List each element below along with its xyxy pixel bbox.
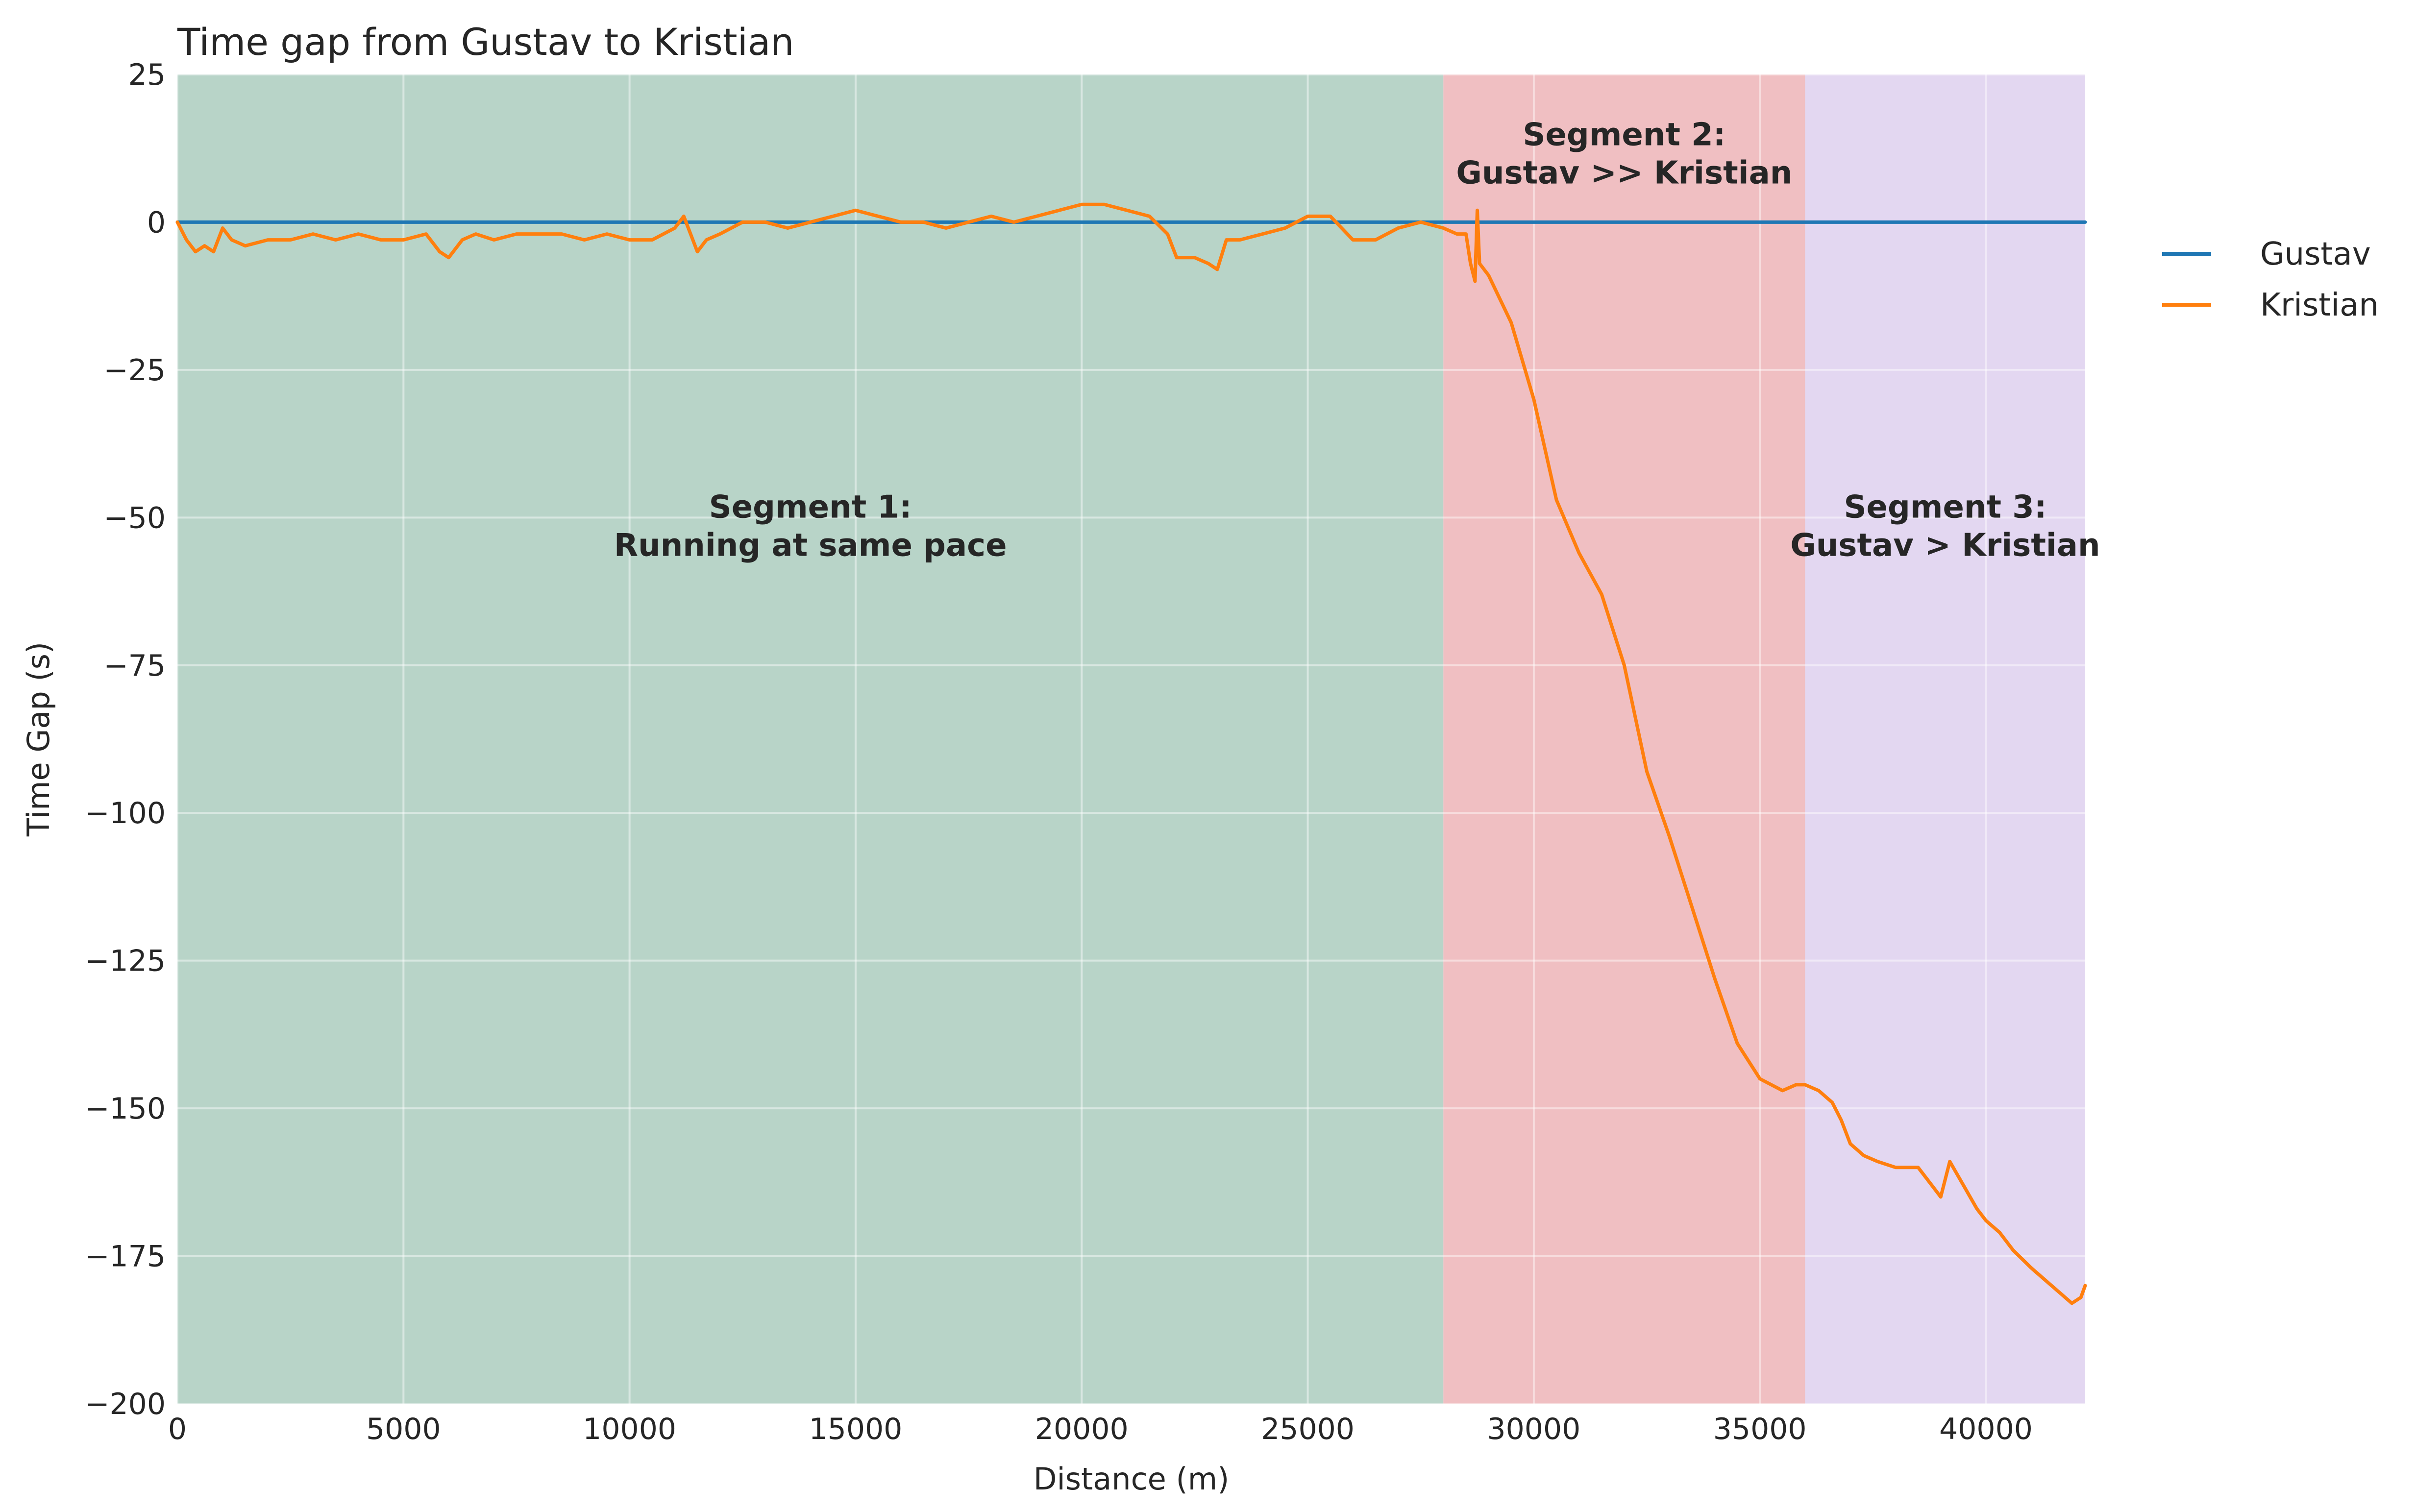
y-tick-label: −125 (85, 944, 166, 978)
x-tick-label: 5000 (366, 1412, 441, 1446)
segment-bands (177, 74, 2085, 1404)
x-tick-label: 25000 (1261, 1412, 1355, 1446)
segment-label-2-line-2: Gustav >> Kristian (1456, 155, 1792, 192)
y-tick-label: −150 (85, 1092, 166, 1126)
y-tick-label: 0 (147, 205, 166, 240)
y-tick-label: −175 (85, 1240, 166, 1274)
series-line-kristian (175, 202, 2087, 1305)
segment-labels: Segment 1:Running at same pace Segment 2:… (614, 117, 2100, 564)
legend-label-gustav: Gustav (2260, 236, 2371, 272)
x-tick-label: 40000 (1939, 1412, 2033, 1446)
segment-band-3 (1805, 74, 2085, 1404)
chart-title: Time gap from Gustav to Kristian (177, 20, 794, 64)
segment-label-1-line-2: Running at same pace (614, 527, 1007, 563)
x-tick-label: 20000 (1035, 1412, 1129, 1446)
x-tick-label: 30000 (1487, 1412, 1580, 1446)
x-axis-label: Distance (m) (1034, 1461, 1230, 1497)
axis-ticks: 0 5000 10000 15000 20000 25000 30000 35000 40000… (85, 58, 2033, 1446)
segment-label-3-line-1: Segment 3: (1844, 489, 2046, 525)
x-tick-label: 10000 (583, 1412, 676, 1446)
y-tick-label: −100 (85, 796, 166, 830)
segment-band-2 (1443, 74, 1805, 1404)
segment-band-1 (177, 74, 1444, 1404)
segment-label-1-line-1: Segment 1: (709, 489, 912, 525)
y-tick-label: 25 (128, 58, 166, 92)
legend: Gustav Kristian (2162, 236, 2379, 323)
y-tick-label: −200 (85, 1387, 166, 1421)
x-tick-label: 35000 (1713, 1412, 1807, 1446)
y-axis-label: Time Gap (s) (21, 642, 56, 837)
x-tick-label: 0 (168, 1412, 187, 1446)
y-tick-label: −75 (103, 649, 166, 683)
segment-label-3-line-2: Gustav > Kristian (1790, 527, 2100, 563)
x-tick-label: 15000 (809, 1412, 902, 1446)
y-tick-label: −50 (103, 501, 166, 535)
y-tick-label: −25 (103, 353, 166, 388)
segment-label-2-line-1: Segment 2: (1523, 117, 1725, 153)
legend-label-kristian: Kristian (2260, 287, 2379, 323)
series-lines (175, 202, 2087, 1305)
